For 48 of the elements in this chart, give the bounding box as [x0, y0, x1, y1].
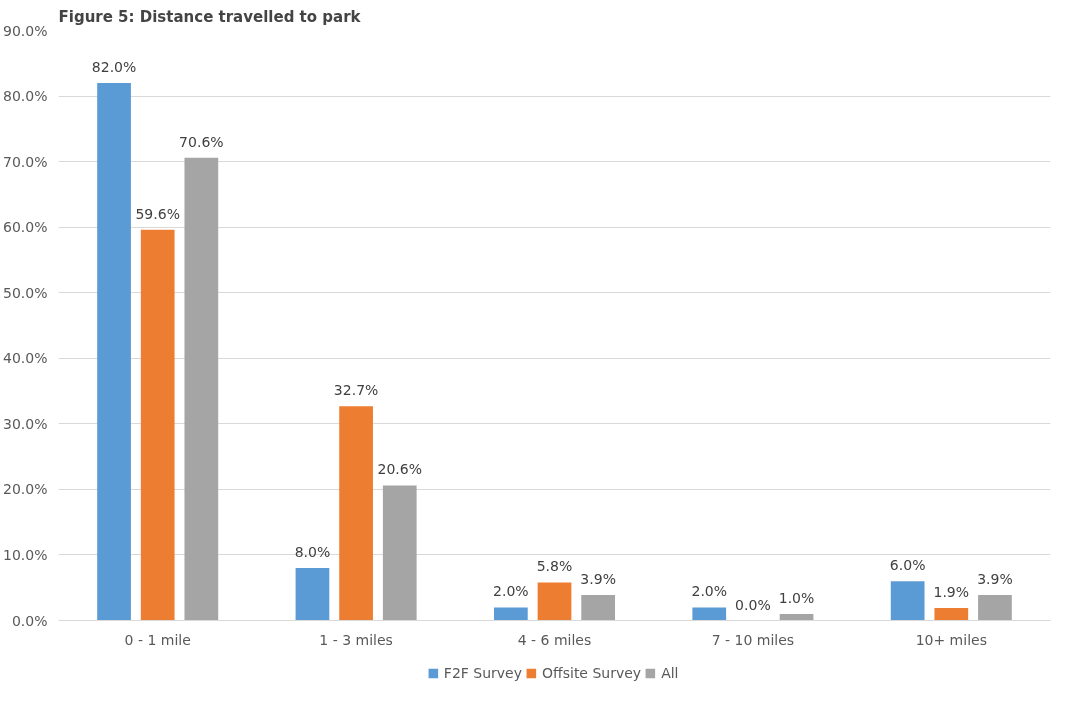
x-tick-label: 7 - 10 miles	[711, 631, 795, 648]
bar	[692, 607, 727, 621]
data-label: 20.6%	[377, 461, 422, 478]
y-tick-label: 10.0%	[3, 546, 48, 563]
data-label: 6.0%	[889, 557, 926, 574]
bar	[382, 485, 417, 621]
bar	[295, 568, 330, 621]
data-label: 3.9%	[977, 570, 1013, 587]
data-label: 1.9%	[933, 584, 970, 601]
bar	[493, 607, 528, 621]
legend-label: F2F Survey	[443, 664, 523, 681]
x-tick-label: 4 - 6 miles	[517, 631, 592, 648]
data-label: 70.6%	[179, 133, 224, 150]
bar	[339, 406, 373, 621]
x-tick-label: 0 - 1 mile	[124, 631, 191, 648]
y-tick-label: 20.0%	[3, 481, 48, 498]
data-label: 5.8%	[536, 558, 573, 575]
bar	[934, 608, 969, 621]
y-tick-label: 50.0%	[3, 284, 48, 301]
bar	[184, 157, 219, 621]
data-label: 0.0%	[735, 596, 771, 613]
data-label: 32.7%	[333, 382, 379, 399]
x-tick-label: 10+ miles	[915, 631, 987, 648]
legend-label: All	[661, 664, 680, 681]
y-tick-label: 80.0%	[3, 88, 48, 105]
bar	[779, 613, 814, 621]
data-label: 1.0%	[778, 589, 815, 606]
y-tick-label: 30.0%	[3, 415, 48, 432]
bar	[978, 594, 1012, 621]
legend-label: Offsite Survey	[542, 664, 642, 681]
bar	[140, 229, 175, 621]
y-tick-label: 90.0%	[3, 22, 48, 39]
data-label: 3.9%	[580, 570, 616, 587]
y-tick-label: 70.0%	[3, 153, 48, 170]
chart-title: Figure 5: Distance travelled to park	[58, 7, 362, 26]
data-label: 2.0%	[493, 583, 529, 600]
y-tick-label: 0.0%	[11, 612, 48, 629]
y-tick-label: 60.0%	[3, 219, 48, 236]
data-label: 59.6%	[135, 205, 180, 222]
x-tick-label: 1 - 3 miles	[319, 631, 393, 648]
bar	[581, 594, 616, 621]
data-label: 2.0%	[691, 583, 728, 600]
data-label: 8.0%	[294, 544, 331, 561]
bar	[537, 582, 572, 621]
bar	[97, 82, 131, 621]
bar	[890, 581, 925, 621]
y-tick-label: 40.0%	[3, 350, 48, 367]
data-label: 82.0%	[91, 58, 137, 75]
